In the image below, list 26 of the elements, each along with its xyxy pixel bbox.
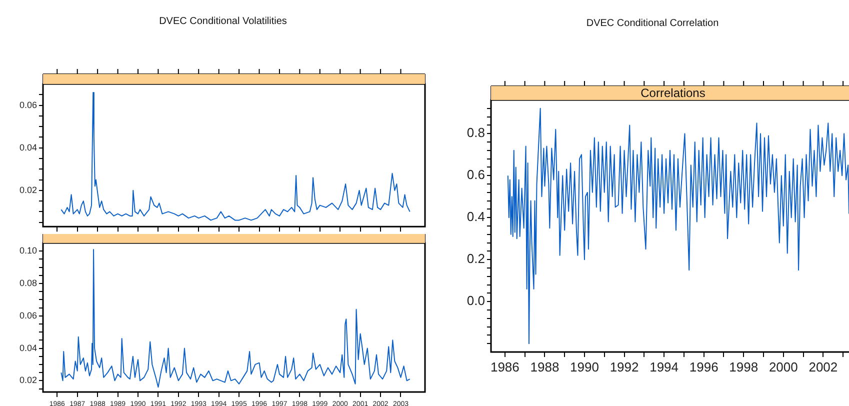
x-tick-label: 1996	[689, 359, 718, 374]
chart-title: DVEC Conditional Volatilities	[158, 16, 288, 27]
y-tick-label: 0.02	[19, 375, 37, 386]
x-tick-label: 1998	[729, 359, 758, 374]
x-tick-label: 1986	[490, 359, 520, 374]
y-tick-label: 0.06	[19, 100, 37, 110]
x-tick-label: 1988	[530, 359, 560, 374]
x-tick-label: 1994	[650, 359, 679, 374]
y-tick-label: 0.4	[466, 209, 485, 224]
y-tick-label: 0.6	[466, 167, 485, 182]
x-tick-label: 1992	[610, 359, 639, 374]
y-tick-label: 0.8	[466, 125, 485, 140]
chart-subtitle: Correlations	[640, 86, 706, 100]
y-tick-label: 0.08	[19, 278, 37, 288]
x-tick-label: 2002	[808, 359, 838, 374]
y-tick-label: 0.10	[19, 246, 37, 256]
y-tick-label: 0.06	[19, 310, 37, 320]
chart-title: DVEC Conditional Correlation	[585, 18, 720, 29]
y-tick-label: 0.2	[466, 251, 485, 266]
x-tick-label: 1990	[570, 359, 599, 374]
y-tick-label: 0.02	[19, 184, 37, 195]
x-tick-label: 2000	[768, 359, 798, 374]
y-tick-label: 0.04	[19, 142, 37, 152]
panel-strip: Correlations	[491, 86, 849, 100]
y-tick-label: 0.04	[19, 342, 37, 353]
y-tick-label: 0.0	[466, 293, 485, 308]
